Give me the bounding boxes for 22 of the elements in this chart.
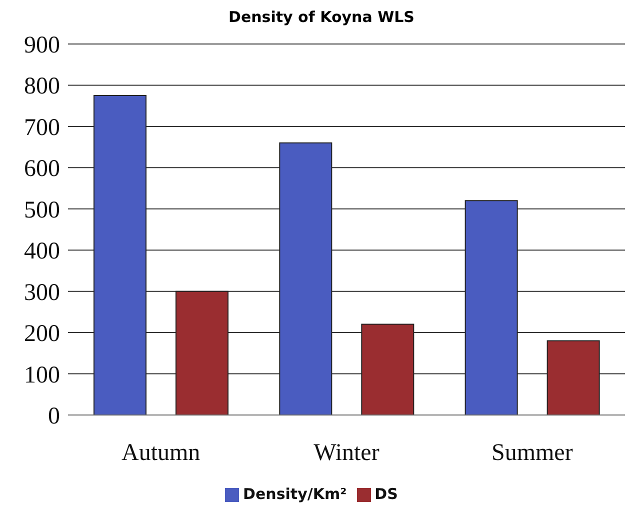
bar — [361, 324, 414, 415]
bar — [279, 142, 332, 415]
y-tick-label: 100 — [24, 362, 60, 388]
legend-label: DS — [374, 485, 398, 503]
bar — [546, 340, 600, 415]
x-tick-label: Winter — [314, 440, 380, 466]
y-tick-label: 500 — [24, 197, 60, 224]
y-tick-label: 800 — [24, 74, 60, 100]
y-tick-label: 600 — [24, 156, 60, 182]
legend-label: Density/Km² — [243, 485, 347, 503]
x-tick-label: Autumn — [121, 440, 200, 466]
bar — [464, 200, 518, 415]
y-tick-label: 300 — [24, 280, 60, 306]
chart-title: Density of Koyna WLS — [228, 8, 416, 28]
y-tick-label: 0 — [48, 404, 60, 430]
y-tick-label: 700 — [24, 114, 60, 141]
bar — [175, 290, 228, 415]
y-tick-label: 400 — [24, 238, 60, 265]
bar — [93, 95, 146, 415]
y-tick-label: 200 — [24, 321, 60, 348]
x-tick-label: Summer — [492, 440, 573, 466]
y-tick-label: 900 — [24, 32, 60, 59]
